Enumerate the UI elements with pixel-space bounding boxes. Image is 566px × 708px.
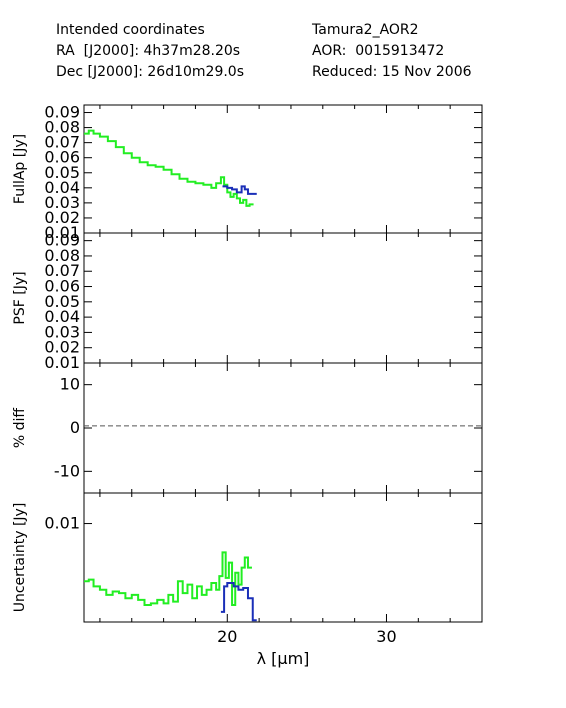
panel-1-ytick-label: 0.07 [44, 133, 80, 152]
panel-4-series-blue [220, 581, 257, 622]
panel-4-xtick-label: 30 [376, 627, 396, 646]
panel-1-ytick-label: 0.09 [44, 103, 80, 122]
panel-1-series-blue [222, 185, 257, 195]
panel-4-xtick-label: 20 [217, 627, 237, 646]
panel-4-ylabel: Uncertainty [Jy] [12, 503, 28, 613]
panel-2-ytick-label: 0.02 [44, 338, 80, 357]
panel-4-series-green [84, 551, 252, 607]
panel-1-ytick-label: 0.06 [44, 148, 80, 167]
panel-1-ylabel: FullAp [Jy] [12, 134, 28, 204]
panel-1-ytick-label: 0.01 [44, 223, 80, 242]
header-ra: RA [J2000]: 4h37m28.20s [56, 43, 241, 59]
panel-1-ytick-label: 0.05 [44, 163, 80, 182]
panel-2-ytick-label: 0.01 [44, 353, 80, 372]
panel-2-ytick-label: 0.07 [44, 261, 80, 280]
panel-3-ylabel: % diff [12, 408, 28, 449]
panel-2-frame [83, 232, 483, 364]
panel-4-ytick-label: 0.01 [44, 514, 80, 533]
panel-4-frame [83, 492, 483, 623]
panel-2-ytick-label: 0.06 [44, 277, 80, 296]
header-aor: AOR: 0015913472 [312, 43, 445, 59]
panel-1-ytick-label: 0.03 [44, 193, 80, 212]
panel-3-ytick-label: -10 [54, 461, 80, 480]
header-target-label: Intended coordinates [56, 22, 205, 38]
panel-2-ytick-label: 0.04 [44, 307, 80, 326]
panel-3-ytick-label: 10 [60, 375, 80, 394]
panel-3-frame [83, 362, 483, 494]
panel-1-ytick-label: 0.02 [44, 208, 80, 227]
panel-2-ytick-label: 0.05 [44, 292, 80, 311]
header-dec: Dec [J2000]: 26d10m29.0s [56, 64, 245, 80]
panel-2-ytick-label: 0.03 [44, 322, 80, 341]
panel-1-frame [83, 104, 483, 234]
header-object-name: Tamura2_AOR2 [312, 22, 419, 38]
panel-1-ytick-label: 0.08 [44, 118, 80, 137]
x-axis-label: λ [μm] [257, 649, 310, 668]
panel-1-series-green [84, 129, 254, 207]
panel-3-ytick-label: 0 [70, 418, 80, 437]
panel-1-ytick-label: 0.04 [44, 178, 80, 197]
header-reduced-date: Reduced: 15 Nov 2006 [312, 64, 472, 80]
panel-2-ytick-label: 0.09 [44, 231, 80, 250]
panel-2-ytick-label: 0.08 [44, 246, 80, 265]
panel-2-ylabel: PSF [Jy] [12, 271, 28, 324]
